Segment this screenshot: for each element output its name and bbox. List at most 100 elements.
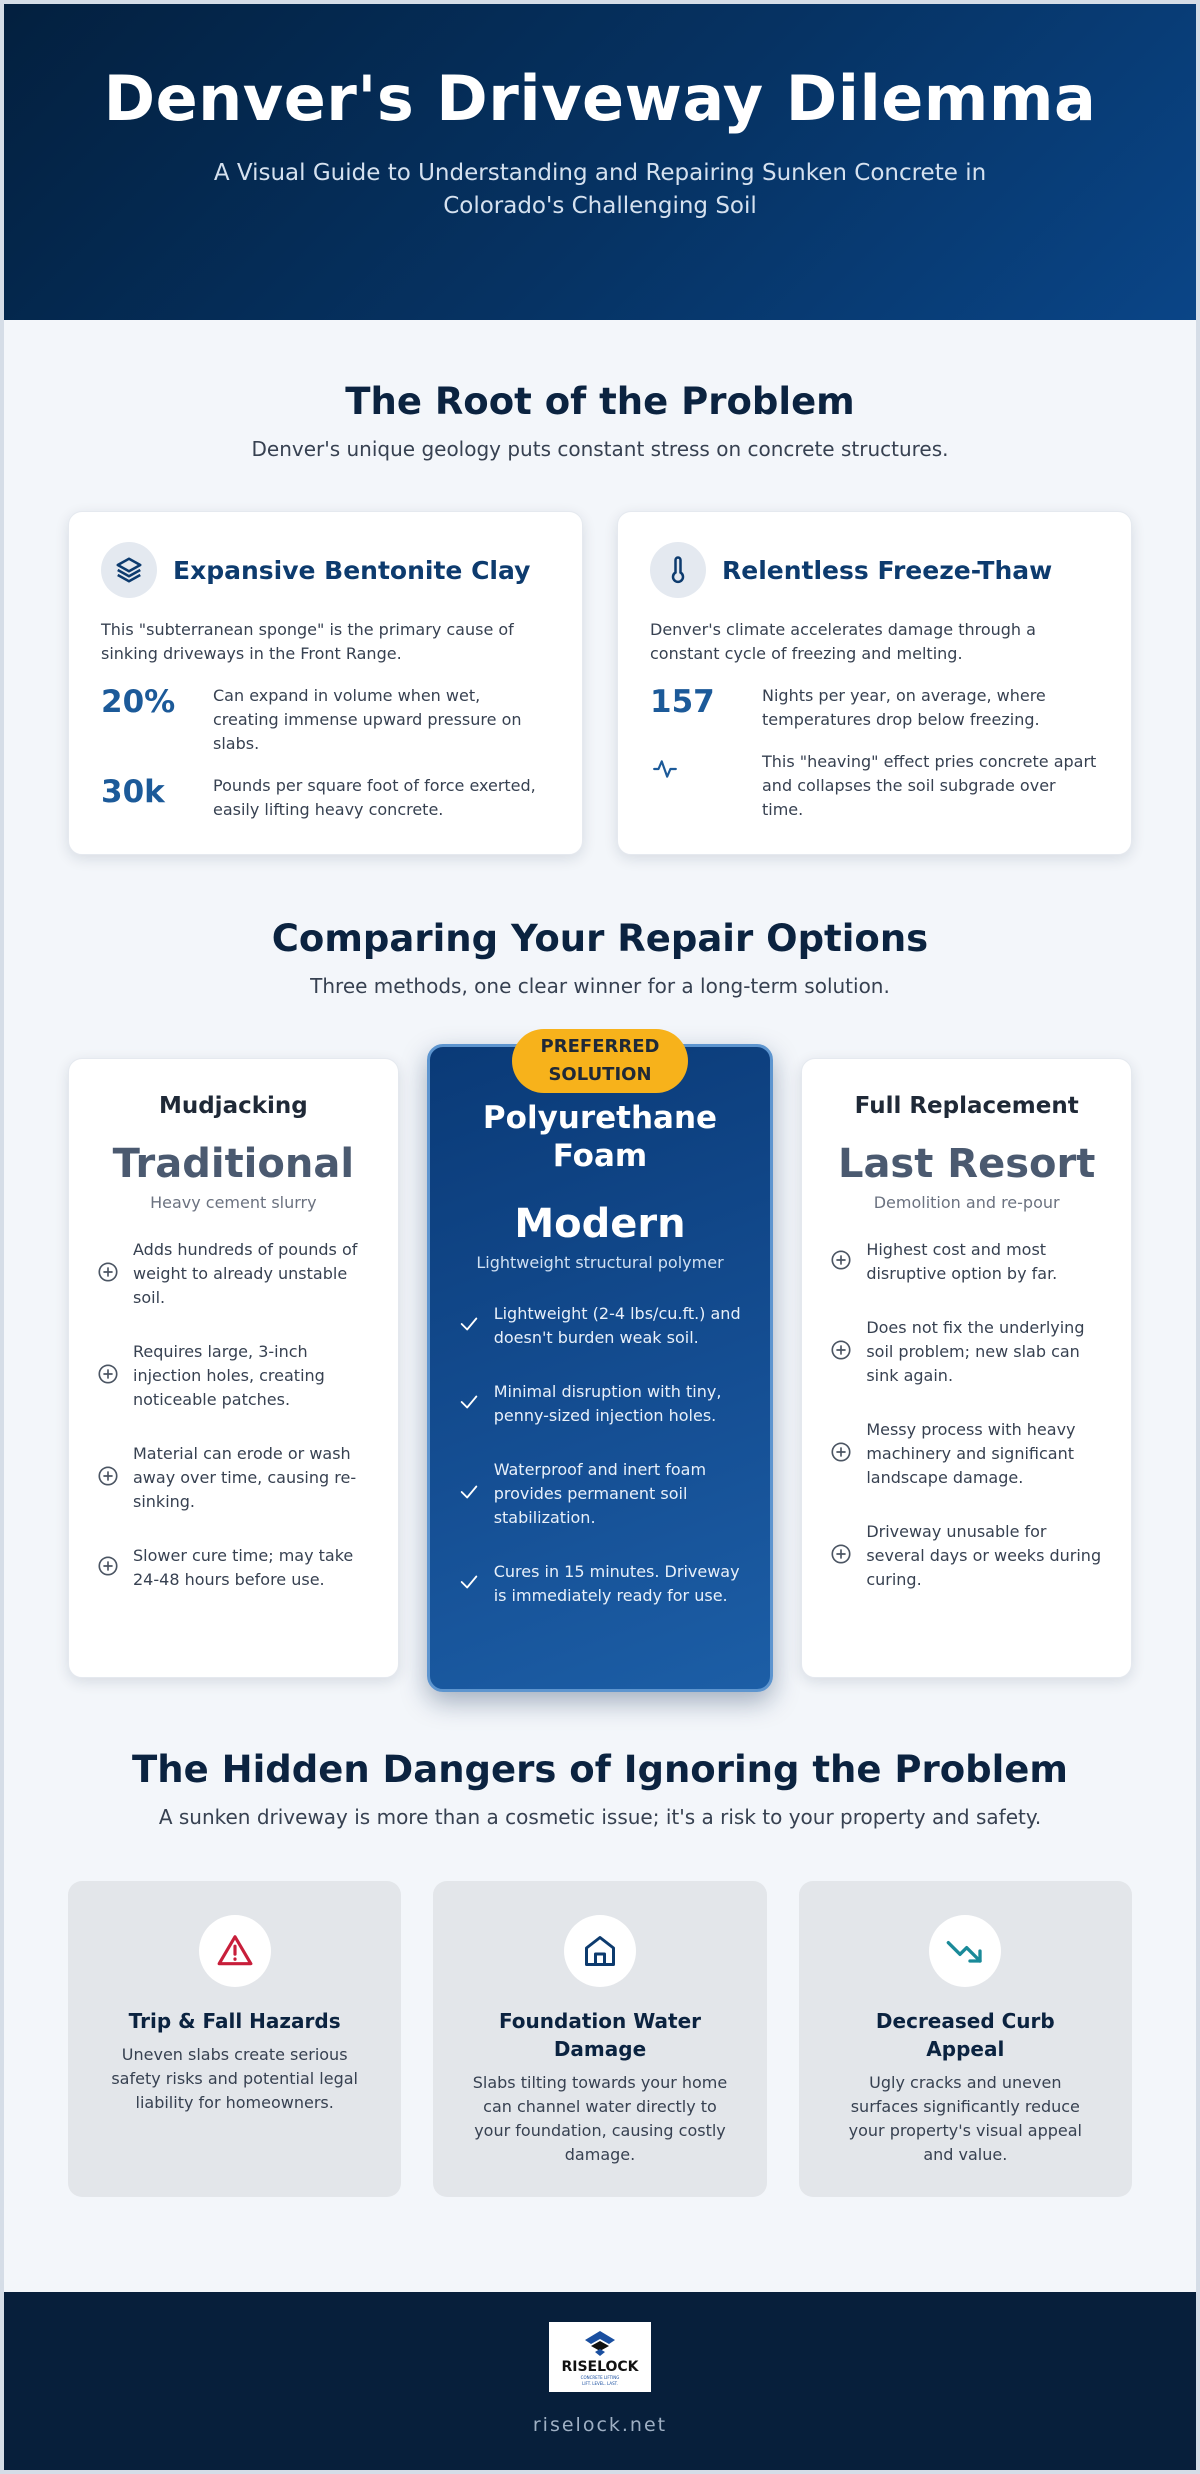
preferred-badge: PREFERRED SOLUTION [512, 1029, 688, 1093]
plus-circle-icon [97, 1261, 133, 1287]
dangers-subtitle: A sunken driveway is more than a cosmeti… [158, 1805, 1042, 1829]
check-icon [458, 1481, 494, 1507]
list-item: Material can erode or wash away over tim… [97, 1442, 370, 1514]
list-item-text: Driveway unusable for several days or we… [866, 1522, 1102, 1589]
trip-hazard-card: Trip & Fall Hazards Uneven slabs create … [68, 1881, 402, 2197]
dangers-title: The Hidden Dangers of Ignoring the Probl… [132, 1748, 1068, 1791]
plus-circle-icon [830, 1249, 866, 1275]
compare-title: Comparing Your Repair Options [271, 917, 929, 960]
clay-title: Expansive Bentonite Clay [173, 555, 531, 585]
list-item-text: Adds hundreds of pounds of weight to alr… [133, 1240, 358, 1307]
stat-text: This "heaving" effect pries concrete apa… [762, 752, 1097, 819]
list-item: Requires large, 3-inch injection holes, … [97, 1340, 370, 1412]
list-item-text: Cures in 15 minutes. Driveway is immedia… [493, 1562, 740, 1605]
stat-text: Can expand in volume when wet, creating … [213, 686, 522, 753]
stat-row: 20% Can expand in volume when wet, creat… [101, 684, 550, 756]
danger-title: Foundation Water Damage [498, 2009, 702, 2061]
plus-circle-icon [830, 1339, 866, 1365]
stat-value: 30k [101, 774, 165, 810]
list-item-text: Messy process with heavy machinery and s… [866, 1420, 1076, 1487]
footer-url-link[interactable]: riselock.net [532, 2414, 668, 2436]
mudjacking-list: Adds hundreds of pounds of weight to alr… [97, 1238, 370, 1592]
stat-row: 157 Nights per year, on average, where t… [650, 684, 1099, 732]
stat-text: Pounds per square foot of force exerted,… [213, 776, 536, 819]
freeze-thaw-card: Relentless Freeze-Thaw Denver's climate … [617, 511, 1132, 855]
polyurethane-list: Lightweight (2-4 lbs/cu.ft.) and doesn't… [458, 1302, 743, 1608]
list-item-text: Requires large, 3-inch injection holes, … [133, 1342, 325, 1409]
compare-subtitle: Three methods, one clear winner for a lo… [310, 974, 890, 998]
list-item-text: Waterproof and inert foam provides perma… [493, 1460, 707, 1527]
polyurethane-tag: Modern [514, 1201, 686, 1247]
hero-header: Denver's Driveway Dilemma A Visual Guide… [4, 4, 1196, 320]
page-title: Denver's Driveway Dilemma [103, 62, 1097, 135]
list-item: Waterproof and inert foam provides perma… [458, 1458, 743, 1530]
layers-icon [101, 542, 157, 598]
clay-card: Expansive Bentonite Clay This "subterran… [68, 511, 583, 855]
mudjacking-tagsub: Heavy cement slurry [150, 1193, 317, 1212]
check-icon [458, 1391, 494, 1417]
check-icon [458, 1313, 494, 1339]
list-item-text: Slower cure time; may take 24-48 hours b… [133, 1546, 354, 1589]
stat-row: 30k Pounds per square foot of force exer… [101, 774, 550, 822]
dangers-section: The Hidden Dangers of Ignoring the Probl… [4, 1692, 1196, 2197]
page-subtitle: A Visual Guide to Understanding and Repa… [213, 160, 987, 219]
riselock-logo[interactable]: RISELOCK CONCRETE LIFTING LIFT. LEVEL. L… [549, 2322, 651, 2392]
replacement-tagsub: Demolition and re-pour [873, 1193, 1060, 1212]
danger-title: Trip & Fall Hazards [128, 2009, 341, 2033]
plus-circle-icon [830, 1543, 866, 1569]
list-item: Does not fix the underlying soil problem… [830, 1316, 1103, 1388]
danger-title: Decreased Curb Appeal [875, 2009, 1055, 2061]
danger-desc: Ugly cracks and uneven surfaces signific… [848, 2073, 1082, 2164]
list-item-text: Lightweight (2-4 lbs/cu.ft.) and doesn't… [493, 1304, 741, 1347]
list-item: Cures in 15 minutes. Driveway is immedia… [458, 1560, 743, 1608]
list-item: Messy process with heavy machinery and s… [830, 1418, 1103, 1490]
compare-section: Comparing Your Repair Options Three meth… [4, 855, 1196, 1692]
list-item-text: Does not fix the underlying soil problem… [866, 1318, 1085, 1385]
list-item-text: Material can erode or wash away over tim… [133, 1444, 357, 1511]
home-icon [563, 1915, 636, 1987]
list-item: Adds hundreds of pounds of weight to alr… [97, 1238, 370, 1310]
plus-circle-icon [97, 1465, 133, 1491]
danger-desc: Uneven slabs create serious safety risks… [111, 2045, 358, 2112]
mudjacking-card: Mudjacking Traditional Heavy cement slur… [68, 1058, 399, 1678]
stat-row: This "heaving" effect pries concrete apa… [650, 750, 1099, 822]
foundation-damage-card: Foundation Water Damage Slabs tilting to… [433, 1881, 767, 2197]
stat-value: 157 [650, 684, 715, 720]
plus-circle-icon [97, 1363, 133, 1389]
replacement-name: Full Replacement [854, 1093, 1079, 1119]
footer: RISELOCK CONCRETE LIFTING LIFT. LEVEL. L… [4, 2292, 1196, 2470]
logo-subline: CONCRETE LIFTING [580, 2374, 620, 2380]
danger-desc: Slabs tilting towards your home can chan… [472, 2073, 728, 2164]
logo-tagline: LIFT. LEVEL. LAST. [582, 2380, 618, 2386]
thermometer-icon [650, 542, 706, 598]
list-item: Lightweight (2-4 lbs/cu.ft.) and doesn't… [458, 1302, 743, 1350]
warning-icon [198, 1915, 271, 1987]
stat-text: Nights per year, on average, where tempe… [762, 686, 1046, 729]
freeze-thaw-title: Relentless Freeze-Thaw [722, 555, 1053, 585]
curb-appeal-card: Decreased Curb Appeal Ugly cracks and un… [798, 1881, 1132, 2197]
logo-mark-icon [585, 2330, 615, 2356]
root-title: The Root of the Problem [345, 380, 855, 423]
activity-icon [650, 750, 762, 822]
root-subtitle: Denver's unique geology puts constant st… [251, 437, 949, 461]
root-section: The Root of the Problem Denver's unique … [4, 320, 1196, 855]
clay-desc: This "subterranean sponge" is the primar… [101, 620, 514, 663]
list-item: Highest cost and most disruptive option … [830, 1238, 1103, 1286]
list-item: Minimal disruption with tiny, penny-size… [458, 1380, 743, 1428]
plus-circle-icon [830, 1441, 866, 1467]
mudjacking-name: Mudjacking [158, 1093, 308, 1119]
stat-value: 20% [101, 684, 176, 720]
polyurethane-tagsub: Lightweight structural polymer [476, 1253, 724, 1272]
replacement-list: Highest cost and most disruptive option … [830, 1238, 1103, 1592]
trending-down-icon [929, 1915, 1002, 1987]
replacement-tag: Last Resort [837, 1141, 1096, 1187]
mudjacking-tag: Traditional [112, 1141, 355, 1187]
check-icon [458, 1571, 494, 1597]
list-item: Slower cure time; may take 24-48 hours b… [97, 1544, 370, 1592]
polyurethane-card: PREFERRED SOLUTION Polyurethane Foam Mod… [426, 1029, 774, 1692]
logo-wordmark: RISELOCK [561, 2358, 639, 2375]
replacement-card: Full Replacement Last Resort Demolition … [801, 1058, 1132, 1678]
list-item-text: Minimal disruption with tiny, penny-size… [493, 1382, 722, 1425]
freeze-thaw-desc: Denver's climate accelerates damage thro… [650, 620, 1036, 663]
